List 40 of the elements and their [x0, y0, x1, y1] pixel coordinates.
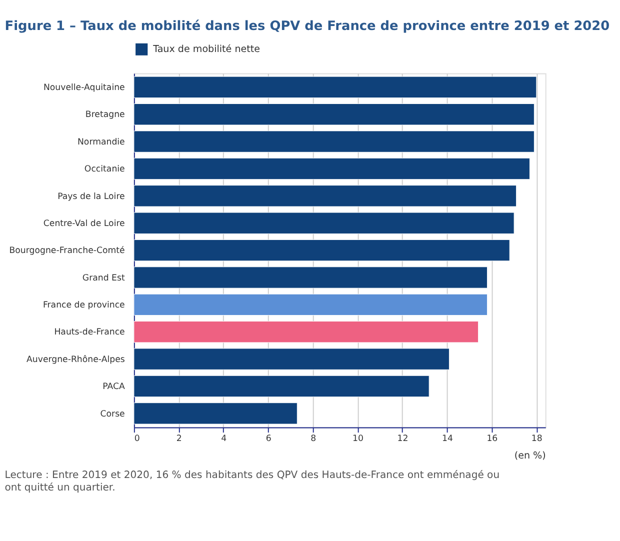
- x-tick-label: 2: [176, 434, 182, 444]
- y-tick-label: Corse: [100, 409, 125, 420]
- legend-label: Taux de mobilité nette: [152, 44, 260, 56]
- bar: [134, 348, 450, 370]
- bar: [134, 185, 517, 207]
- y-tick-label: Occitanie: [84, 164, 125, 175]
- x-axis-title: (en %): [514, 450, 546, 462]
- x-tick-label: 10: [352, 434, 364, 444]
- x-tick-label: 12: [397, 434, 408, 444]
- y-tick-label: Grand Est: [82, 273, 126, 284]
- x-tick-label: 8: [310, 434, 316, 444]
- bar: [134, 76, 537, 98]
- y-tick-label: Nouvelle-Aquitaine: [43, 83, 125, 94]
- x-tick-label: 0: [134, 434, 140, 444]
- x-tick-label: 6: [266, 434, 272, 444]
- y-tick-label: Pays de la Loire: [58, 192, 125, 202]
- y-tick-label: Auvergne-Rhône-Alpes: [26, 354, 126, 365]
- bar: [134, 239, 510, 262]
- x-tick-label: 16: [486, 434, 498, 444]
- x-tick-label: 4: [221, 434, 227, 444]
- bar: [134, 266, 488, 288]
- y-tick-label: PACA: [102, 382, 125, 392]
- chart-title: Figure 1 – Taux de mobilité dans les QPV de France de province entre 2019 et 2020: [4, 18, 610, 34]
- bar: [134, 104, 534, 126]
- bar: [134, 158, 530, 180]
- y-tick-label: Bourgogne-Franche-Comté: [9, 246, 125, 256]
- bar: [134, 294, 488, 316]
- y-tick-label: Bretagne: [85, 110, 125, 120]
- y-tick-label: Hauts-de-France: [54, 328, 125, 338]
- bar: [134, 321, 479, 343]
- bar: [134, 212, 514, 234]
- y-tick-label: France de province: [42, 300, 125, 311]
- x-tick-label: 14: [442, 434, 453, 444]
- bar: [134, 402, 298, 424]
- y-tick-label: Normandie: [77, 137, 125, 148]
- text: Lecture : Entre 2019 et 2020, 16 % des habitants des QPV des Hauts-de-France ont emménagé ou ont quitté un quartier.: [4, 469, 500, 494]
- bar: [134, 375, 430, 398]
- x-tick-label: 18: [531, 434, 542, 444]
- bar: [134, 130, 534, 152]
- y-tick-label: Centre-Val de Loire: [43, 218, 125, 229]
